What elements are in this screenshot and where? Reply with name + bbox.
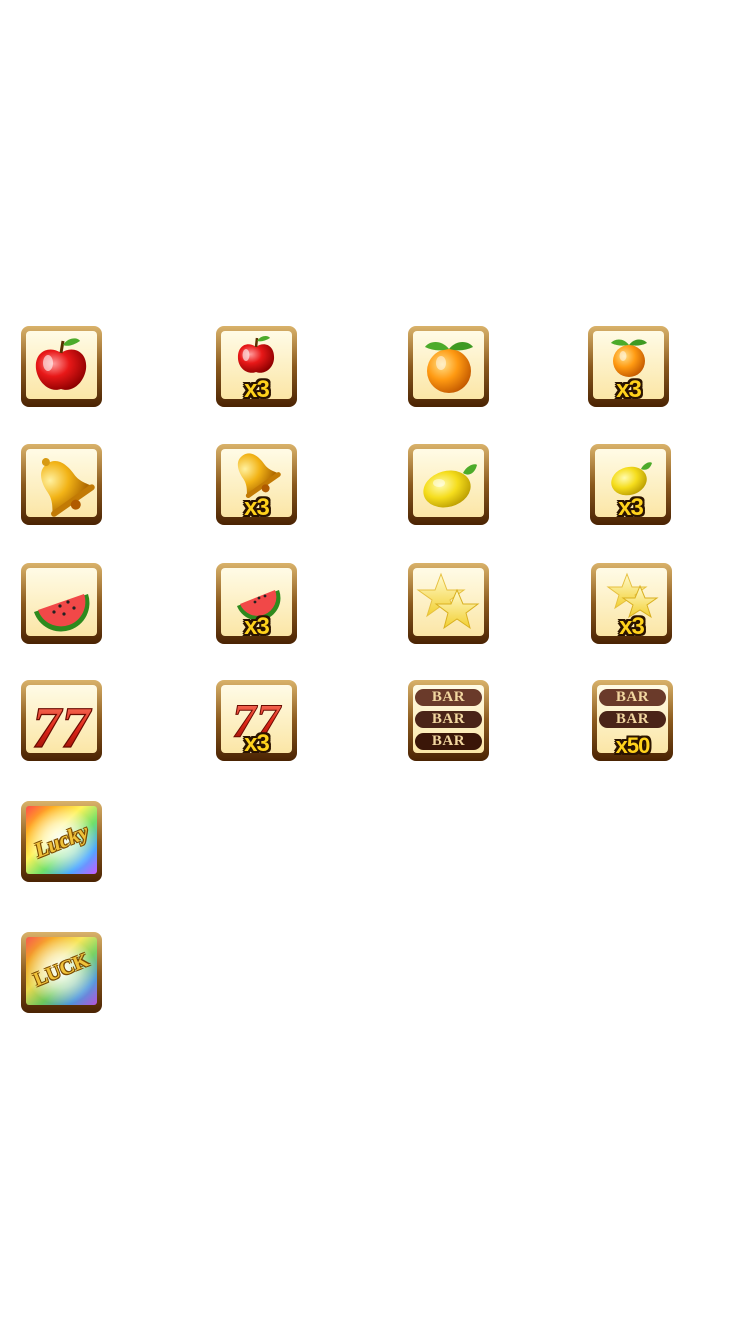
bar-label: BAR (415, 689, 482, 706)
symbol-lucky[interactable]: Lucky (20, 800, 103, 883)
symbol-bar-x50[interactable]: BAR BAR x50 (591, 679, 674, 762)
symbol-bar[interactable]: BAR BAR BAR (407, 679, 490, 762)
apple-icon (21, 326, 102, 407)
seven-icon: 77 (21, 680, 102, 761)
lemon-icon (590, 444, 671, 525)
symbol-apple-x3[interactable]: x3 (215, 325, 298, 408)
symbol-lemon-x3[interactable]: x3 (589, 443, 672, 526)
lucky-icon (21, 801, 102, 882)
symbol-seven-x3[interactable]: 77 x3 (215, 679, 298, 762)
orange-icon (588, 326, 669, 407)
watermelon-icon (216, 563, 297, 644)
symbol-watermelon-x3[interactable]: x3 (215, 562, 298, 645)
bell-icon (21, 444, 102, 525)
symbol-lemon[interactable] (407, 443, 490, 526)
multiplier-label: x3 (244, 730, 270, 757)
luck-icon (21, 932, 102, 1013)
multiplier-label: x3 (616, 376, 642, 403)
orange-icon (408, 326, 489, 407)
bar-label: BAR (599, 689, 666, 706)
symbol-star-x3[interactable]: x3 (590, 562, 673, 645)
multiplier-label: x3 (244, 494, 270, 521)
bar-label: BAR (415, 733, 482, 750)
bar-label: BAR (415, 711, 482, 728)
bar-label: BAR (599, 711, 666, 728)
seven-label: 77 (32, 695, 92, 760)
star-icon (408, 563, 489, 644)
symbol-bell[interactable] (20, 443, 103, 526)
bell-icon (216, 444, 297, 525)
symbol-watermelon[interactable] (20, 562, 103, 645)
symbol-bell-x3[interactable]: x3 (215, 443, 298, 526)
symbol-luck[interactable]: LUCK (20, 931, 103, 1014)
multiplier-label: x3 (618, 494, 644, 521)
symbol-star[interactable] (407, 562, 490, 645)
symbol-orange-x3[interactable]: x3 (587, 325, 670, 408)
symbol-seven[interactable]: 77 (20, 679, 103, 762)
multiplier-label: x3 (244, 613, 270, 640)
symbol-apple[interactable] (20, 325, 103, 408)
apple-icon (216, 326, 297, 407)
seven-icon: 77 (216, 680, 297, 761)
multiplier-label: x3 (619, 613, 645, 640)
star-icon (591, 563, 672, 644)
watermelon-icon (21, 563, 102, 644)
symbol-orange[interactable] (407, 325, 490, 408)
multiplier-label: x50 (615, 733, 651, 758)
seven-label: 77 (232, 695, 282, 748)
multiplier-label: x3 (244, 376, 270, 403)
lemon-icon (408, 444, 489, 525)
